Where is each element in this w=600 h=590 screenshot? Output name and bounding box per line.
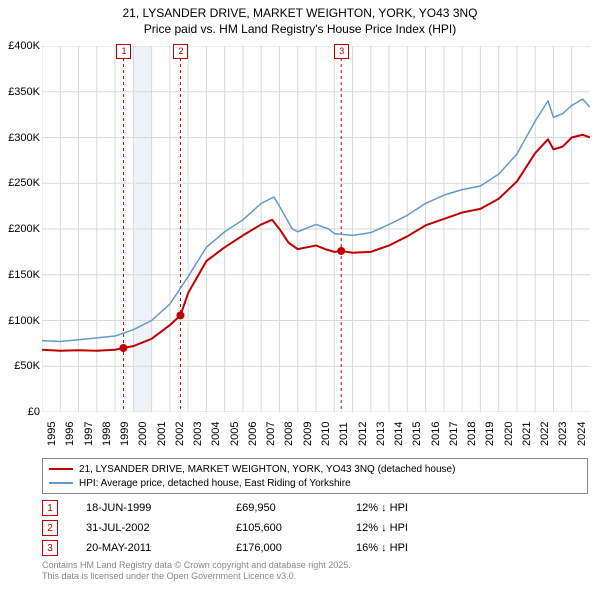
x-tick-label: 2018 xyxy=(466,422,478,446)
y-tick-label: £50K xyxy=(14,360,40,372)
x-tick-label: 2010 xyxy=(320,422,332,446)
x-tick-label: 1996 xyxy=(64,422,76,446)
x-tick-label: 2003 xyxy=(192,422,204,446)
x-tick-label: 2022 xyxy=(539,422,551,446)
legend-item: 21, LYSANDER DRIVE, MARKET WEIGHTON, YOR… xyxy=(49,462,581,476)
x-tick-label: 2015 xyxy=(411,422,423,446)
x-tick-label: 2019 xyxy=(484,422,496,446)
x-tick-label: 2001 xyxy=(156,422,168,446)
line-chart xyxy=(42,46,590,412)
legend-swatch xyxy=(49,468,73,470)
y-tick-label: £150K xyxy=(8,269,40,281)
x-tick-label: 2024 xyxy=(576,422,588,446)
sales-table: 1 18-JUN-1999£69,95012% ↓ HPI 2 31-JUL-2002… xyxy=(42,498,588,558)
sale-price: £105,600 xyxy=(236,522,356,534)
sale-date: 31-JUL-2002 xyxy=(86,522,236,534)
x-tick-label: 1998 xyxy=(101,422,113,446)
x-tick-label: 2021 xyxy=(521,422,533,446)
footer-line2: This data is licensed under the Open Gov… xyxy=(42,571,351,582)
sale-date: 18-JUN-1999 xyxy=(86,502,236,514)
y-tick-label: £350K xyxy=(8,86,40,98)
y-tick-label: £300K xyxy=(8,132,40,144)
sales-row: 3 20-MAY-2011£176,00016% ↓ HPI xyxy=(42,538,588,558)
x-tick-label: 2007 xyxy=(265,422,277,446)
y-tick-label: £0 xyxy=(28,406,40,418)
x-tick-label: 1999 xyxy=(119,422,131,446)
x-tick-label: 1997 xyxy=(83,422,95,446)
root: 21, LYSANDER DRIVE, MARKET WEIGHTON, YOR… xyxy=(0,0,600,590)
y-tick-label: £200K xyxy=(8,223,40,235)
x-tick-label: 1995 xyxy=(46,422,58,446)
y-tick-label: £100K xyxy=(8,315,40,327)
sale-price: £176,000 xyxy=(236,542,356,554)
x-tick-label: 2017 xyxy=(448,422,460,446)
sale-price: £69,950 xyxy=(236,502,356,514)
x-tick-label: 2006 xyxy=(247,422,259,446)
sale-date: 20-MAY-2011 xyxy=(86,542,236,554)
sales-row: 2 31-JUL-2002£105,60012% ↓ HPI xyxy=(42,518,588,538)
x-tick-label: 2016 xyxy=(430,422,442,446)
sale-number-badge: 3 xyxy=(42,540,58,556)
x-tick-label: 2008 xyxy=(283,422,295,446)
legend-swatch xyxy=(49,482,73,484)
x-tick-label: 2012 xyxy=(357,422,369,446)
sale-change: 12% ↓ HPI xyxy=(356,522,476,534)
chart-area: 1 2 3 xyxy=(42,46,590,412)
x-tick-label: 2004 xyxy=(210,422,222,446)
title-line1: 21, LYSANDER DRIVE, MARKET WEIGHTON, YOR… xyxy=(0,6,600,22)
y-tick-label: £250K xyxy=(8,177,40,189)
sale-marker: 3 xyxy=(334,44,349,59)
x-tick-label: 2020 xyxy=(503,422,515,446)
sales-row: 1 18-JUN-1999£69,95012% ↓ HPI xyxy=(42,498,588,518)
y-tick-label: £400K xyxy=(8,40,40,52)
legend-label: HPI: Average price, detached house, East… xyxy=(79,478,351,489)
legend-label: 21, LYSANDER DRIVE, MARKET WEIGHTON, YOR… xyxy=(79,464,455,475)
sale-marker: 2 xyxy=(173,44,188,59)
x-tick-label: 2005 xyxy=(229,422,241,446)
title-line2: Price paid vs. HM Land Registry's House … xyxy=(0,22,600,38)
sale-number-badge: 2 xyxy=(42,520,58,536)
x-tick-label: 2000 xyxy=(137,422,149,446)
sale-number-badge: 1 xyxy=(42,500,58,516)
x-tick-label: 2011 xyxy=(338,422,350,446)
sale-change: 12% ↓ HPI xyxy=(356,502,476,514)
legend-item: HPI: Average price, detached house, East… xyxy=(49,476,581,490)
footer-attribution: Contains HM Land Registry data © Crown c… xyxy=(42,560,351,583)
x-tick-label: 2002 xyxy=(174,422,186,446)
x-tick-label: 2013 xyxy=(375,422,387,446)
x-tick-label: 2009 xyxy=(302,422,314,446)
legend: 21, LYSANDER DRIVE, MARKET WEIGHTON, YOR… xyxy=(42,458,588,494)
sale-marker: 1 xyxy=(116,44,131,59)
x-axis-labels: 1995 1996 1997 1998 1999 2000 2001 2002 2003 2004… xyxy=(42,414,590,452)
sale-change: 16% ↓ HPI xyxy=(356,542,476,554)
chart-title: 21, LYSANDER DRIVE, MARKET WEIGHTON, YOR… xyxy=(0,0,600,37)
x-tick-label: 2023 xyxy=(557,422,569,446)
footer-line1: Contains HM Land Registry data © Crown c… xyxy=(42,560,351,571)
x-tick-label: 2014 xyxy=(393,422,405,446)
